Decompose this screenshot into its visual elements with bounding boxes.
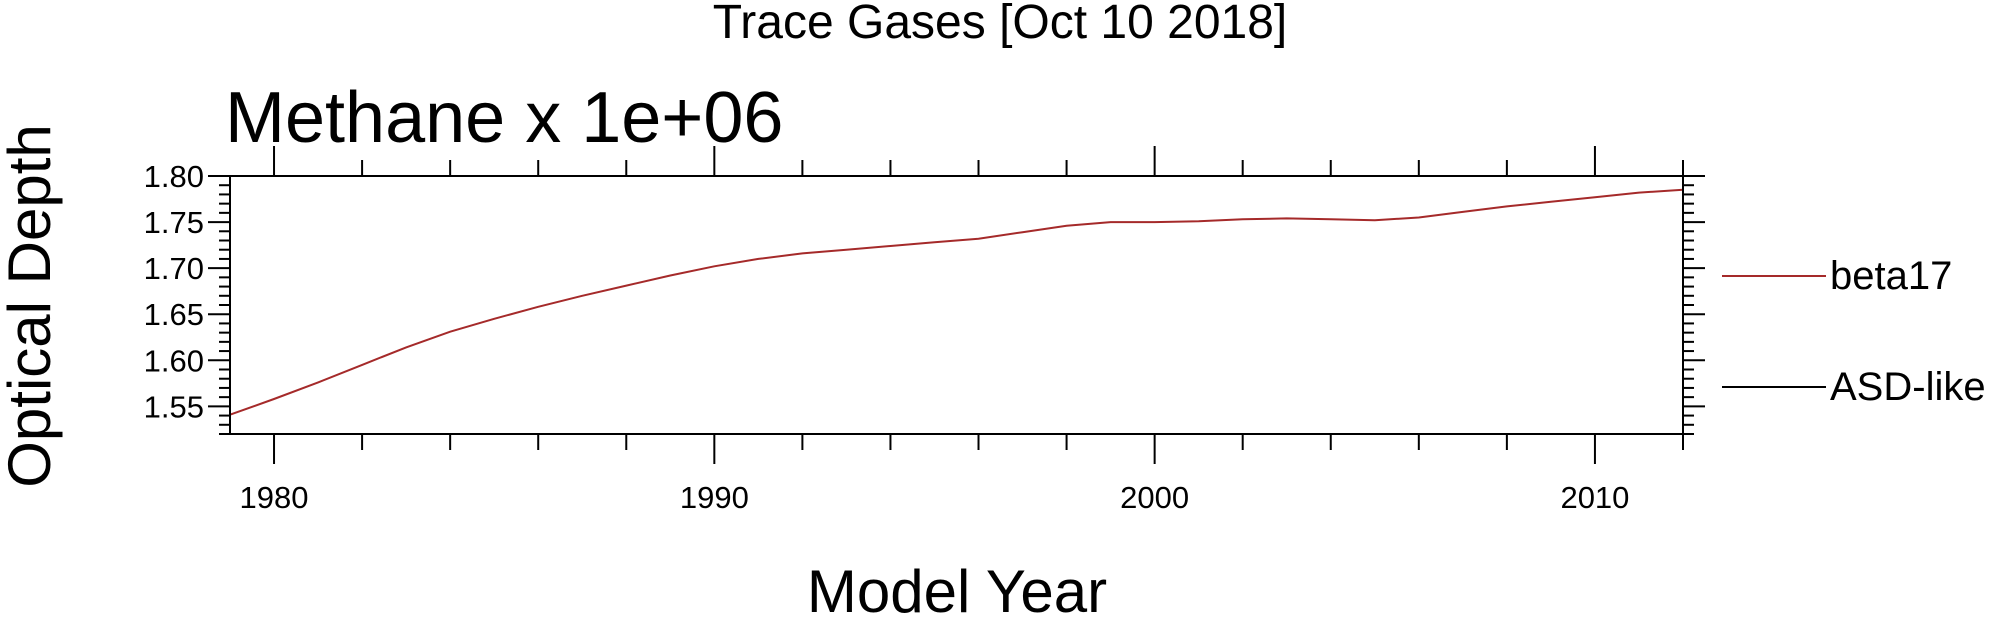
y-tick-label: 1.75 xyxy=(144,205,204,240)
series-line-beta17 xyxy=(230,188,1683,416)
axis-ticks: 1980 1990 2000 2010 1.55 1.60 1.65 1.70 1.75 1.80 xyxy=(144,146,1705,515)
x-tick-label: 1980 xyxy=(240,480,309,515)
y-tick-label: 1.65 xyxy=(144,297,204,332)
y-tick-label: 1.80 xyxy=(144,159,204,194)
x-tick-label: 1990 xyxy=(680,480,749,515)
y-axis-label: Optical Depth xyxy=(0,124,63,488)
legend: beta17 ASD-like xyxy=(1722,254,1986,409)
x-axis-label: Model Year xyxy=(807,558,1107,619)
y-tick-label: 1.70 xyxy=(144,251,204,286)
x-tick-label: 2010 xyxy=(1560,480,1629,515)
y-tick-label: 1.60 xyxy=(144,343,204,378)
legend-label-beta17: beta17 xyxy=(1830,254,1952,298)
y-tick-label: 1.55 xyxy=(144,389,204,424)
series-layer xyxy=(230,188,1683,416)
plot-frame xyxy=(229,175,1684,435)
chart-title: Methane x 1e+06 xyxy=(225,78,783,158)
chart-suptitle: Trace Gases [Oct 10 2018] xyxy=(713,0,1288,49)
x-tick-label: 2000 xyxy=(1120,480,1189,515)
legend-label-asd-like: ASD-like xyxy=(1830,365,1986,409)
